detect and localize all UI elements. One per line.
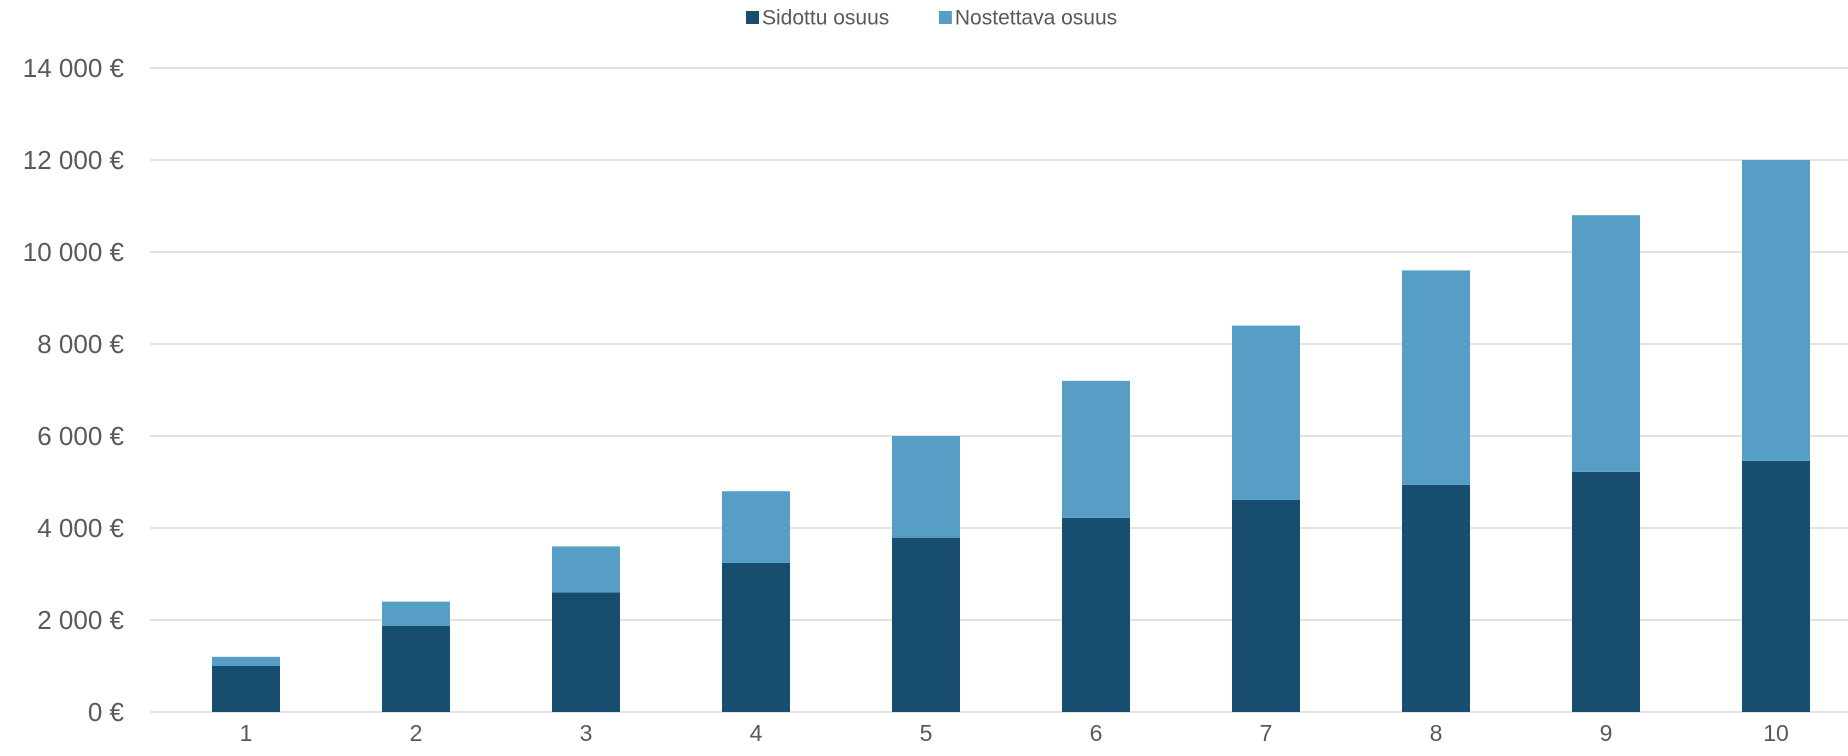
- x-tick-label: 2: [410, 720, 423, 746]
- legend-label-nostettava: Nostettava osuus: [955, 7, 1117, 30]
- bars: [212, 160, 1810, 712]
- y-tick-label: 6 000 €: [37, 421, 124, 451]
- bar-sidottu-2: [382, 625, 450, 712]
- y-axis: 0 € 2 000 € 4 000 € 6 000 € 8 000 € 10 000 € 1…: [23, 53, 125, 727]
- x-tick-label: 1: [240, 720, 253, 746]
- bar-sidottu-3: [552, 592, 620, 712]
- y-tick-label: 12 000 €: [23, 145, 125, 175]
- legend-swatch-nostettava: [938, 11, 952, 24]
- bar-sidottu-8: [1402, 484, 1470, 712]
- bar-sidottu-4: [722, 562, 790, 712]
- x-axis: 1 2 3 4 5 6 7 8 9 10: [240, 720, 1789, 746]
- bar-nostettava-2: [382, 601, 450, 626]
- bar-sidottu-7: [1232, 499, 1300, 712]
- bar-nostettava-5: [892, 436, 960, 538]
- bar-nostettava-8: [1402, 270, 1470, 485]
- y-tick-label: 2 000 €: [37, 605, 124, 635]
- bar-nostettava-3: [552, 546, 620, 593]
- bar-nostettava-7: [1232, 325, 1300, 500]
- x-tick-label: 4: [750, 720, 763, 746]
- x-tick-label: 6: [1090, 720, 1103, 746]
- y-tick-label: 14 000 €: [23, 53, 125, 83]
- bar-nostettava-6: [1062, 380, 1130, 518]
- y-tick-label: 4 000 €: [37, 513, 124, 543]
- bar-sidottu-6: [1062, 517, 1130, 712]
- y-tick-label: 8 000 €: [37, 329, 124, 359]
- bar-nostettava-9: [1572, 215, 1640, 472]
- bar-sidottu-5: [892, 537, 960, 712]
- y-tick-label: 10 000 €: [23, 237, 125, 267]
- x-tick-label: 9: [1600, 720, 1613, 746]
- x-tick-label: 8: [1430, 720, 1443, 746]
- legend-swatch-sidottu: [746, 11, 759, 24]
- bar-sidottu-10: [1742, 460, 1810, 712]
- bar-sidottu-9: [1572, 471, 1640, 712]
- bar-sidottu-1: [212, 666, 280, 712]
- x-tick-label: 3: [580, 720, 593, 746]
- legend-label-sidottu: Sidottu osuus: [762, 7, 889, 30]
- bar-nostettava-4: [722, 491, 790, 563]
- x-tick-label: 5: [920, 720, 933, 746]
- x-tick-label: 7: [1260, 720, 1273, 746]
- chart-legend: Sidottu osuus Nostettava osuus: [746, 7, 1117, 30]
- bar-nostettava-1: [212, 656, 280, 666]
- bar-nostettava-10: [1742, 160, 1810, 461]
- y-tick-label: 0 €: [88, 697, 125, 727]
- x-tick-label: 10: [1763, 720, 1789, 746]
